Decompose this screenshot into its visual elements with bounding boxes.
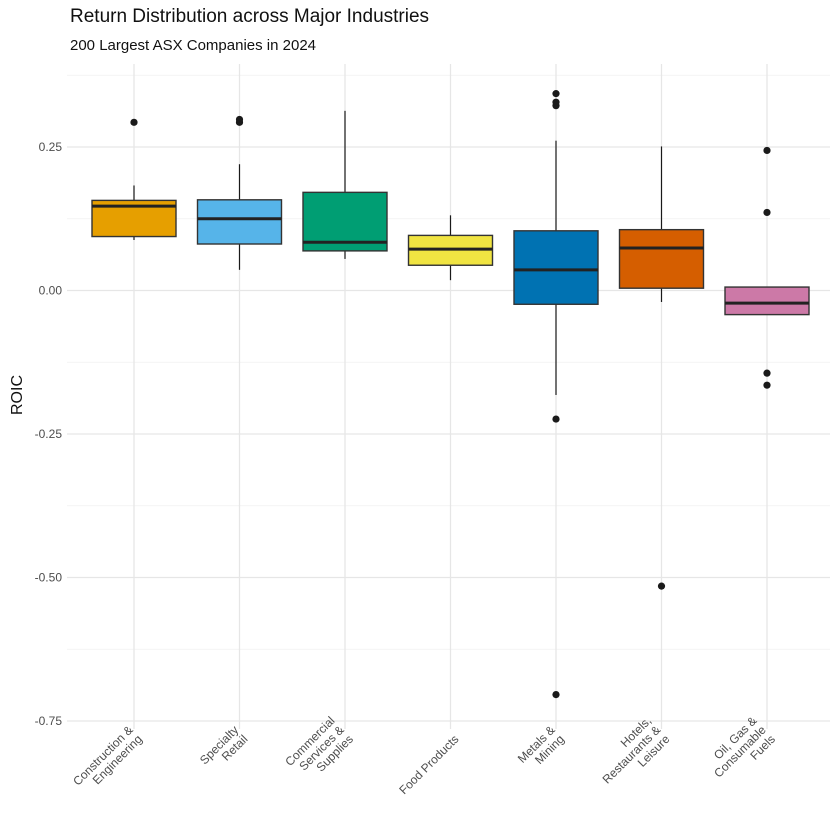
outlier-point	[657, 582, 666, 590]
chart-subtitle: 200 Largest ASX Companies in 2024	[70, 37, 316, 54]
y-tick-label: -0.25	[35, 427, 63, 441]
box	[196, 199, 283, 245]
x-tick-label: Construction &Engineering	[70, 723, 145, 798]
box-group	[724, 146, 810, 389]
chart-title: Return Distribution across Major Industr…	[70, 6, 430, 27]
y-tick-label: -0.75	[35, 714, 63, 728]
box-group	[91, 118, 177, 240]
outlier-point	[763, 146, 771, 155]
x-tick-label: Food Products	[396, 732, 461, 797]
outlier-point	[552, 690, 560, 699]
x-axis-ticks: Construction &Engineering SpecialtyRetail…	[70, 713, 778, 798]
box-group	[196, 115, 283, 270]
x-tick-label: SpecialtyRetail	[197, 723, 251, 777]
box	[513, 230, 599, 305]
box-plots	[91, 90, 810, 699]
y-axis-label: ROIC	[9, 375, 26, 415]
y-tick-label: -0.50	[35, 571, 63, 585]
box-group	[513, 90, 599, 699]
box	[618, 228, 705, 289]
box	[724, 286, 810, 316]
y-tick-label: 0.00	[39, 284, 63, 298]
outlier-point	[552, 415, 560, 423]
x-tick-label: Metals &Mining	[515, 723, 567, 775]
outlier-point	[130, 118, 138, 126]
outlier-point	[552, 90, 560, 98]
x-tick-label-line: Food Products	[396, 732, 461, 797]
x-tick-label: Hotels,Restaurants &Leisure	[590, 713, 672, 795]
box-group	[407, 215, 494, 281]
grid-lines	[67, 64, 830, 729]
outlier-point	[235, 115, 244, 124]
box-group	[302, 110, 388, 259]
box-group	[618, 146, 705, 590]
outlier-point	[763, 208, 771, 217]
outlier-point	[763, 381, 771, 389]
y-tick-label: 0.25	[39, 140, 63, 154]
outlier-point	[763, 369, 771, 377]
outlier-point	[552, 98, 560, 106]
y-axis-ticks: 0.25 0.00 -0.25 -0.50 -0.75	[35, 140, 63, 728]
